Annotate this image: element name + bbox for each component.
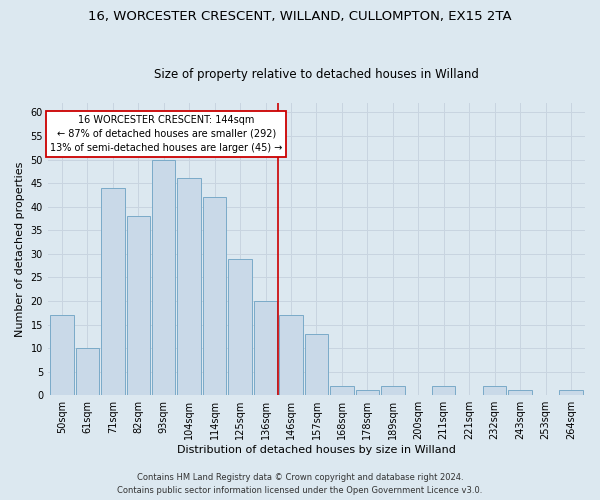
Bar bbox=[559, 390, 583, 395]
Bar bbox=[101, 188, 125, 395]
Bar bbox=[356, 390, 379, 395]
Bar bbox=[254, 301, 277, 395]
X-axis label: Distribution of detached houses by size in Willand: Distribution of detached houses by size … bbox=[177, 445, 456, 455]
Bar bbox=[76, 348, 99, 395]
Bar bbox=[203, 198, 226, 395]
Bar bbox=[127, 216, 150, 395]
Bar bbox=[50, 315, 74, 395]
Bar bbox=[178, 178, 201, 395]
Text: 16 WORCESTER CRESCENT: 144sqm
← 87% of detached houses are smaller (292)
13% of : 16 WORCESTER CRESCENT: 144sqm ← 87% of d… bbox=[50, 115, 283, 153]
Bar bbox=[508, 390, 532, 395]
Bar bbox=[229, 258, 252, 395]
Bar bbox=[330, 386, 353, 395]
Text: 16, WORCESTER CRESCENT, WILLAND, CULLOMPTON, EX15 2TA: 16, WORCESTER CRESCENT, WILLAND, CULLOMP… bbox=[88, 10, 512, 23]
Title: Size of property relative to detached houses in Willand: Size of property relative to detached ho… bbox=[154, 68, 479, 81]
Bar bbox=[279, 315, 303, 395]
Bar bbox=[305, 334, 328, 395]
Text: Contains HM Land Registry data © Crown copyright and database right 2024.
Contai: Contains HM Land Registry data © Crown c… bbox=[118, 474, 482, 495]
Bar bbox=[381, 386, 404, 395]
Bar bbox=[432, 386, 455, 395]
Y-axis label: Number of detached properties: Number of detached properties bbox=[15, 162, 25, 337]
Bar bbox=[483, 386, 506, 395]
Bar bbox=[152, 160, 175, 395]
